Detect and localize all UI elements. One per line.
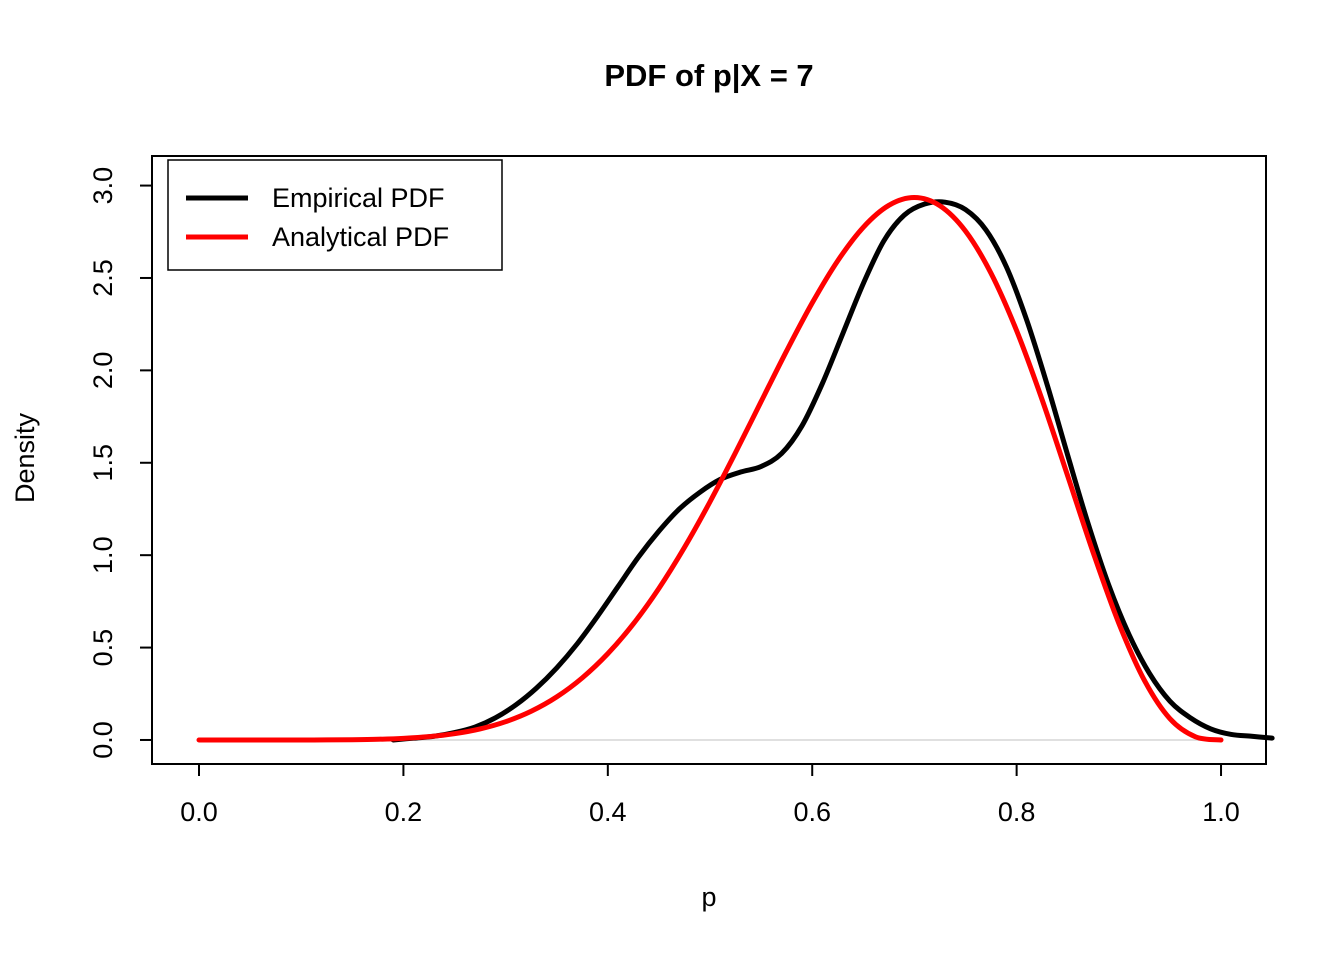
legend-label: Empirical PDF	[272, 183, 445, 213]
x-tick-label: 0.4	[589, 797, 627, 827]
x-axis-label: p	[701, 882, 716, 912]
x-tick-label: 1.0	[1202, 797, 1240, 827]
y-tick-label: 1.5	[88, 444, 118, 482]
plot-area: 0.0 0.2 0.4 0.6 0.8 1.0 0.0 0.5 1.0 1.5 2.0 2.5 3.0 E…	[88, 155, 1275, 827]
y-axis-label: Density	[10, 412, 40, 503]
y-tick-label: 0.0	[88, 721, 118, 759]
legend-label: Analytical PDF	[272, 222, 449, 252]
y-tick-label: 1.0	[88, 536, 118, 574]
x-tick-label: 0.2	[385, 797, 423, 827]
chart-title: PDF of p|X = 7	[604, 58, 813, 93]
x-tick-label: 0.8	[998, 797, 1036, 827]
y-tick-label: 0.5	[88, 629, 118, 667]
series-analytical-pdf	[196, 195, 1224, 743]
y-tick-label: 2.0	[88, 352, 118, 390]
legend-box	[167, 159, 503, 271]
x-tick-label: 0.6	[793, 797, 831, 827]
y-tick-label: 3.0	[88, 167, 118, 205]
series-empirical-pdf	[390, 199, 1275, 743]
x-tick-label: 0.0	[180, 797, 218, 827]
y-tick-label: 2.5	[88, 259, 118, 297]
plot-box	[151, 155, 1267, 765]
